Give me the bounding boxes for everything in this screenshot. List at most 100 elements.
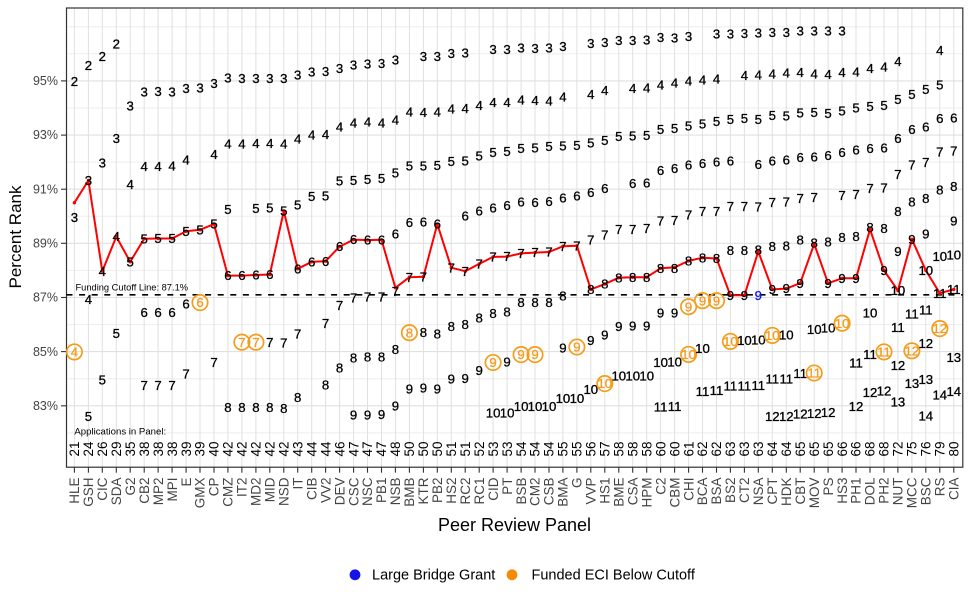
svg-text:6: 6 [294,261,301,276]
svg-text:6: 6 [936,111,943,126]
svg-text:7: 7 [559,239,566,254]
svg-text:2: 2 [99,49,106,64]
svg-text:5: 5 [448,154,455,169]
svg-text:Percent Rank: Percent Rank [6,185,25,288]
svg-text:8: 8 [894,204,901,219]
svg-text:6: 6 [629,176,636,191]
svg-text:PB1: PB1 [374,478,389,504]
svg-text:7: 7 [476,257,483,272]
svg-text:8: 8 [755,242,762,257]
svg-text:62: 62 [695,441,710,456]
svg-text:10: 10 [528,399,543,414]
svg-text:80: 80 [947,441,962,456]
svg-text:Large Bridge Grant: Large Bridge Grant [372,568,495,584]
svg-text:Peer Review Panel: Peer Review Panel [438,515,591,535]
svg-text:8: 8 [545,295,552,310]
svg-text:9: 9 [573,340,580,355]
svg-text:12: 12 [765,409,780,424]
svg-text:6: 6 [587,185,594,200]
svg-text:3: 3 [210,76,217,91]
svg-text:68: 68 [863,441,878,456]
svg-text:7: 7 [350,291,357,306]
svg-text:3: 3 [113,131,120,146]
svg-text:3: 3 [224,71,231,86]
svg-text:5: 5 [406,159,413,174]
svg-text:2: 2 [113,37,120,52]
svg-text:9: 9 [531,347,538,362]
svg-text:4: 4 [378,116,385,131]
svg-text:7: 7 [266,335,273,350]
svg-text:4: 4 [852,65,859,80]
svg-text:9: 9 [378,407,385,422]
svg-text:7: 7 [462,264,469,279]
svg-text:9: 9 [434,381,441,396]
svg-text:7: 7 [880,180,887,195]
svg-text:8: 8 [322,377,329,392]
svg-text:8: 8 [643,270,650,285]
svg-text:13: 13 [946,350,961,365]
svg-text:5: 5 [629,129,636,144]
svg-text:14: 14 [932,387,947,402]
svg-text:11: 11 [710,383,724,398]
svg-text:11: 11 [654,400,668,415]
svg-text:5: 5 [154,231,161,246]
svg-text:4: 4 [699,72,706,87]
svg-text:G2: G2 [123,478,138,496]
svg-text:5: 5 [420,159,427,174]
svg-text:4: 4 [503,95,510,110]
svg-text:6: 6 [643,176,650,191]
svg-text:CBT: CBT [793,478,808,505]
svg-text:6: 6 [922,119,929,134]
svg-text:68: 68 [877,441,892,456]
svg-text:9: 9 [741,288,748,303]
svg-text:8: 8 [657,261,664,276]
svg-text:4: 4 [685,74,692,89]
svg-text:3: 3 [601,35,608,50]
svg-text:7: 7 [852,187,859,202]
svg-text:8: 8 [811,235,818,250]
svg-text:3: 3 [392,53,399,68]
svg-text:5: 5 [824,106,831,121]
svg-text:63: 63 [723,441,738,456]
svg-text:3: 3 [364,56,371,71]
svg-text:7: 7 [601,228,608,243]
svg-text:7: 7 [420,269,427,284]
svg-text:3: 3 [755,26,762,41]
svg-text:3: 3 [252,71,259,86]
svg-text:6: 6 [462,209,469,224]
svg-text:3: 3 [308,65,315,80]
svg-text:GMX: GMX [193,478,208,509]
svg-text:10: 10 [570,391,585,406]
svg-text:BSC: BSC [919,477,934,505]
svg-text:11: 11 [668,399,682,414]
svg-text:5: 5 [852,101,859,116]
svg-text:66: 66 [835,441,850,456]
svg-text:5: 5 [350,173,357,188]
svg-text:63: 63 [737,441,752,456]
svg-text:4: 4 [350,116,357,131]
svg-text:HDK: HDK [779,478,794,507]
svg-text:5: 5 [308,189,315,204]
svg-text:9: 9 [643,318,650,333]
svg-text:3: 3 [99,156,106,171]
svg-text:3: 3 [671,31,678,46]
svg-text:6: 6 [350,232,357,247]
svg-text:11: 11 [751,378,765,393]
svg-text:4: 4 [797,65,804,80]
svg-text:3: 3 [141,84,148,99]
svg-text:7: 7 [280,336,287,351]
svg-text:5: 5 [699,116,706,131]
svg-text:9: 9 [838,271,845,286]
svg-text:3: 3 [350,58,357,73]
svg-text:BSA: BSA [709,478,724,505]
svg-text:62: 62 [709,441,724,456]
svg-text:8: 8 [392,342,399,357]
svg-text:4: 4 [127,177,134,192]
svg-text:6: 6 [406,215,413,230]
svg-text:3: 3 [280,71,287,86]
svg-text:6: 6 [196,295,203,310]
svg-text:G: G [570,478,585,489]
svg-text:5: 5 [671,121,678,136]
svg-text:Funded ECI Below Cutoff: Funded ECI Below Cutoff [532,568,696,584]
svg-text:5: 5 [336,174,343,189]
